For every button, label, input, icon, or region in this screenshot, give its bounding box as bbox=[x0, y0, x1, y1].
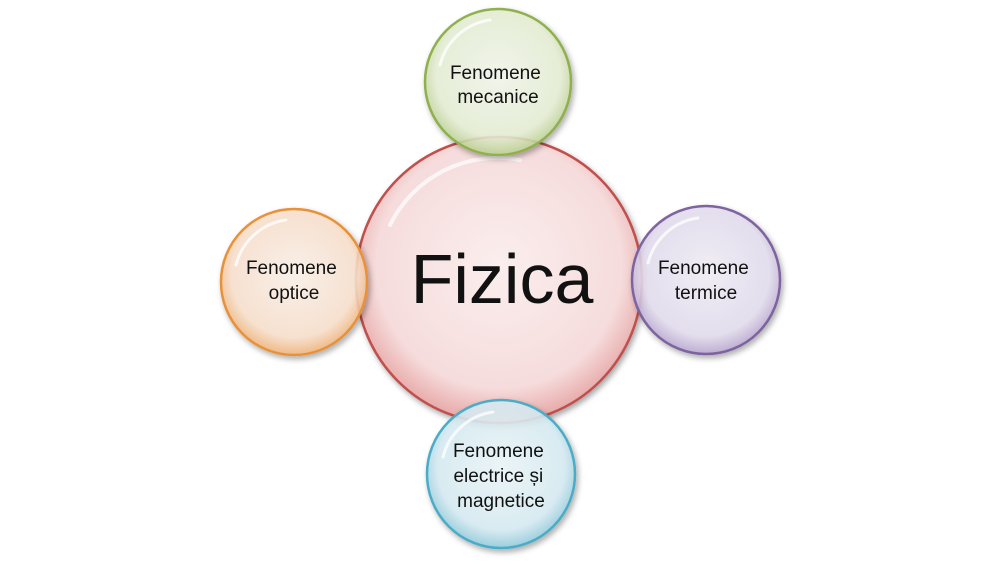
termice-label: Fenomene termice bbox=[658, 258, 754, 304]
electrice-highlight bbox=[441, 410, 495, 459]
electrice-label-line-1: Fenomene bbox=[453, 441, 544, 462]
optice-label-line-1: Fenomene bbox=[246, 258, 337, 279]
center-highlight bbox=[388, 155, 522, 227]
termice-highlight bbox=[646, 216, 700, 265]
node-fenomene-mecanice: Fenomene mecanice bbox=[423, 7, 573, 157]
optice-label-line-2: optice bbox=[269, 283, 320, 304]
termice-label-line-1: Fenomene bbox=[658, 258, 749, 279]
mecanice-label-line-1: Fenomene bbox=[450, 63, 541, 84]
mecanice-label-line-2: mecanice bbox=[457, 87, 538, 108]
electrice-magnetice-label: Fenomene electrice și magnetice bbox=[453, 441, 549, 512]
electrice-label-line-3: magnetice bbox=[457, 491, 545, 512]
optice-highlight bbox=[234, 218, 288, 267]
circle-termice bbox=[630, 204, 782, 356]
node-fenomene-electrice-magnetice: Fenomene electrice și magnetice bbox=[425, 398, 577, 550]
mecanice-highlight bbox=[438, 18, 492, 67]
center-node: Fizica bbox=[354, 135, 644, 425]
node-fenomene-termice: Fenomene termice bbox=[630, 204, 782, 356]
optice-label: Fenomene optice bbox=[246, 258, 342, 304]
node-fenomene-optice: Fenomene optice bbox=[219, 207, 369, 357]
circle-electrice-magnetice bbox=[425, 398, 577, 550]
mecanice-label: Fenomene mecanice bbox=[450, 63, 546, 108]
circle-mecanice bbox=[423, 7, 573, 157]
center-label: Fizica bbox=[411, 240, 594, 318]
electrice-label-line-2: electrice și bbox=[453, 466, 543, 487]
circle-optice bbox=[219, 207, 369, 357]
termice-label-line-2: termice bbox=[675, 283, 737, 304]
